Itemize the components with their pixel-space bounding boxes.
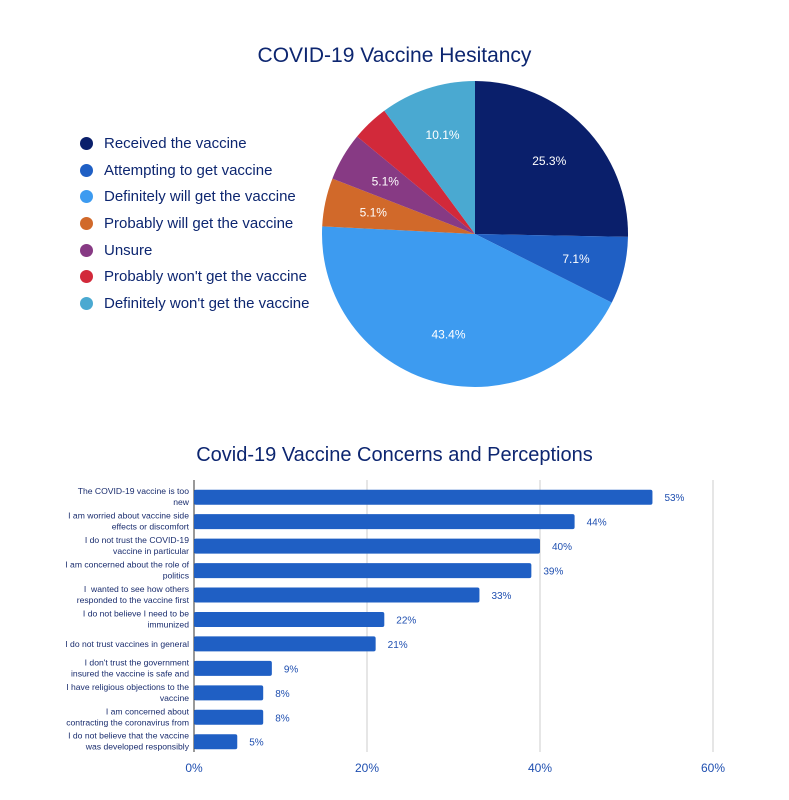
legend-marker xyxy=(80,216,93,230)
legend-marker xyxy=(80,296,93,310)
category-label: I do not believe I need to be xyxy=(83,608,189,618)
legend-item: Received the vaccine xyxy=(80,130,309,157)
legend-label: Unsure xyxy=(104,241,153,259)
category-label: new xyxy=(173,497,190,507)
legend-label: Probably won't get the vaccine xyxy=(104,268,307,286)
bar-value-label: 39% xyxy=(543,567,563,578)
bar-chart-title: Covid-19 Vaccine Concerns and Perception… xyxy=(196,444,593,466)
pie-slice xyxy=(322,226,612,388)
legend-item: Probably will get the vaccine xyxy=(80,210,309,237)
legend-item: Definitely will get the vaccine xyxy=(80,183,309,210)
pie-legend: Received the vaccine Attempting to get va… xyxy=(80,130,309,317)
category-label: insured the vaccine is safe and xyxy=(71,668,189,678)
pie-slice xyxy=(384,81,475,234)
pie-slice-label: 43.4% xyxy=(431,328,465,342)
bar xyxy=(194,734,238,750)
pie-slice xyxy=(357,110,475,234)
category-label: contracting the coronavirus from xyxy=(66,717,189,727)
category-label: immunized xyxy=(147,619,189,629)
category-label: was developed responsibly xyxy=(85,742,190,752)
legend-label: Definitely will get the vaccine xyxy=(104,188,296,206)
bar xyxy=(194,489,653,505)
bar-value-label: 22% xyxy=(396,615,416,626)
category-label: I do not believe that the vaccine xyxy=(68,731,189,741)
bar-value-label: 5% xyxy=(249,738,264,749)
legend-marker xyxy=(80,270,93,284)
legend-label: Probably will get the vaccine xyxy=(104,214,294,232)
pie-slice xyxy=(475,81,628,237)
legend-label: Definitely won't get the vaccine xyxy=(104,294,310,312)
category-label: I am concerned about the role of xyxy=(65,560,189,570)
bar-value-label: 40% xyxy=(552,542,572,553)
category-label: vaccine xyxy=(160,693,189,703)
x-tick-label: 60% xyxy=(701,761,725,775)
bar xyxy=(194,538,540,554)
legend-item: Attempting to get vaccine xyxy=(80,157,309,184)
legend-label: Attempting to get vaccine xyxy=(104,161,273,179)
category-label: I don't trust the government xyxy=(85,657,190,667)
bar xyxy=(194,660,272,676)
bar-value-label: 44% xyxy=(587,518,607,529)
bar-value-label: 8% xyxy=(275,713,290,724)
legend-marker xyxy=(80,163,93,177)
pie-slice xyxy=(475,234,628,303)
legend-item: Unsure xyxy=(80,237,309,264)
bar xyxy=(194,563,532,579)
x-tick-label: 40% xyxy=(528,761,552,775)
bar-value-label: 33% xyxy=(491,591,511,602)
category-label: I am concerned about xyxy=(106,706,190,716)
category-label: vaccine in particular xyxy=(113,546,189,556)
category-label: The COVID-19 vaccine is too xyxy=(78,486,190,496)
pie-chart-title: COVID-19 Vaccine Hesitancy xyxy=(257,44,532,67)
pie-slice-label: 5.1% xyxy=(360,205,388,219)
category-label: effects or discomfort xyxy=(112,522,190,532)
category-label: I wanted to see how others xyxy=(84,584,189,594)
bar xyxy=(194,611,385,627)
legend-label: Received the vaccine xyxy=(104,134,247,152)
bar-value-label: 8% xyxy=(275,689,290,700)
category-label: I am worried about vaccine side xyxy=(68,511,189,521)
legend-item: Probably won't get the vaccine xyxy=(80,263,309,290)
category-label: politics xyxy=(163,571,189,581)
legend-marker xyxy=(80,136,93,150)
pie-slice xyxy=(322,178,475,234)
legend-item: Definitely won't get the vaccine xyxy=(80,290,309,317)
bar xyxy=(194,709,264,725)
pie-slice-label: 5.1% xyxy=(372,174,400,188)
x-tick-label: 0% xyxy=(185,761,203,775)
bar xyxy=(194,587,480,603)
category-label: I do not trust vaccines in general xyxy=(65,639,189,649)
category-label: responded to the vaccine first xyxy=(77,595,190,605)
category-label: I have religious objections to the xyxy=(66,682,189,692)
bar xyxy=(194,514,575,530)
pie-slice-label: 7.1% xyxy=(562,252,590,266)
pie-slice-label: 25.3% xyxy=(532,154,566,168)
bar-value-label: 21% xyxy=(388,640,408,651)
bar xyxy=(194,685,264,701)
legend-marker xyxy=(80,190,93,204)
x-tick-label: 20% xyxy=(355,761,379,775)
category-label: I do not trust the COVID-19 xyxy=(85,535,189,545)
bar xyxy=(194,636,376,652)
bar-value-label: 9% xyxy=(284,664,299,675)
bar-value-label: 53% xyxy=(664,493,684,504)
legend-marker xyxy=(80,243,93,257)
pie-slice-label: 10.1% xyxy=(426,128,460,142)
pie-slice xyxy=(332,136,475,234)
